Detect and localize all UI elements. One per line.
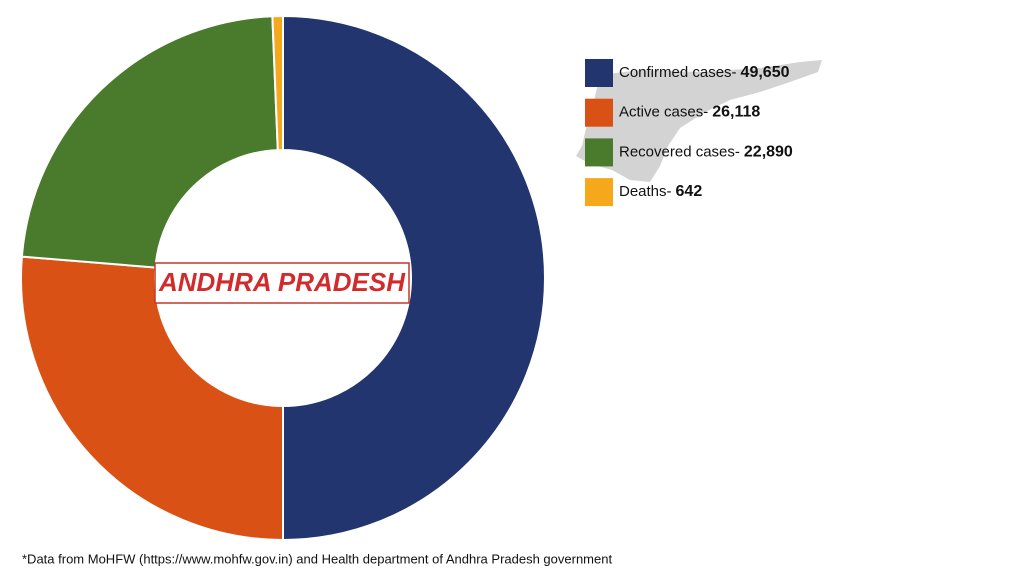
center-label-box — [154, 262, 410, 304]
legend-entry: Active cases- 26,118 — [619, 104, 760, 121]
donut-slice — [282, 14, 546, 542]
legend-swatch — [585, 59, 613, 87]
legend-entry: Deaths- 642 — [619, 183, 702, 200]
legend: Confirmed cases- 49,650 Active cases- 26,11… — [585, 59, 793, 207]
center-badge: ANDHRA PRADESH — [154, 262, 410, 304]
legend-value: 49,650 — [741, 64, 790, 81]
legend-swatch — [585, 178, 613, 207]
legend-label: Active cases- — [619, 104, 708, 121]
donut-slice — [20, 255, 284, 542]
donut-slice — [20, 15, 279, 269]
donut — [20, 14, 546, 542]
legend-label: Deaths- — [619, 183, 672, 200]
legend-value: 22,890 — [744, 144, 793, 161]
footnote: *Data from MoHFW (https://www.mohfw.gov.… — [22, 551, 612, 566]
legend-value: 642 — [676, 183, 703, 200]
legend-label: Recovered cases- — [619, 143, 740, 160]
legend-entry: Recovered cases- 22,890 — [619, 143, 793, 160]
legend-value: 26,118 — [712, 104, 760, 121]
legend-swatch — [585, 138, 613, 167]
legend-label: Confirmed cases- — [619, 64, 737, 81]
donut-slice — [271, 14, 284, 152]
center-label: ANDHRA PRADESH — [158, 267, 406, 297]
legend-swatch — [585, 98, 613, 127]
state-map — [576, 60, 822, 182]
legend-entry: Confirmed cases- 49,650 — [619, 64, 790, 81]
